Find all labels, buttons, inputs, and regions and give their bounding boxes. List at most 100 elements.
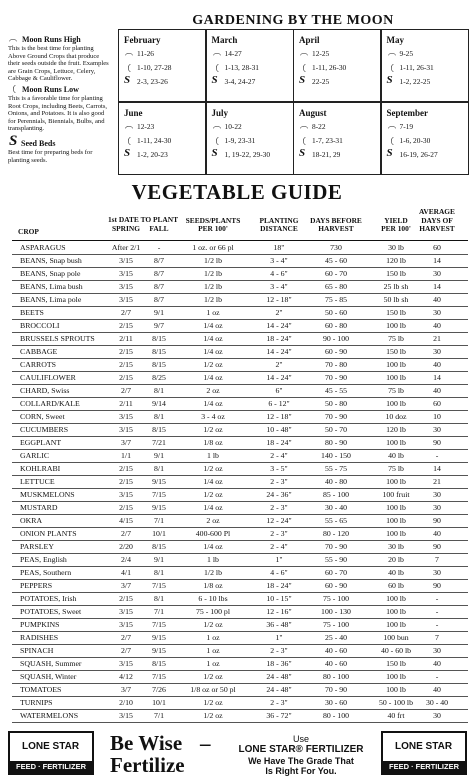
row-rule	[12, 722, 468, 723]
crop-value: 1/2 lb	[204, 256, 222, 265]
moon-high-dates: 12-25	[312, 49, 330, 58]
crop-name: COLLARD/KALE	[20, 399, 80, 408]
crop-value: 3/7	[121, 438, 131, 447]
legend-text: This is a favorable time for planting Ro…	[8, 95, 108, 133]
row-rule	[12, 488, 468, 489]
crop-value: 2 oz	[206, 386, 220, 395]
crop-name: MUSTARD	[20, 503, 58, 512]
crop-value: 9/1	[154, 451, 164, 460]
crop-value: 150 lb	[386, 308, 406, 317]
crop-value: 4/1	[121, 568, 131, 577]
crop-value: 1/2 oz	[203, 620, 223, 629]
crop-name: ASPARAGUS	[20, 243, 66, 252]
crop-value: 8/7	[154, 282, 164, 291]
moon-high-icon	[125, 125, 133, 129]
seed-symbol: S	[211, 74, 218, 86]
moon-high-dates: 8-22	[312, 121, 326, 131]
crop-value: 1 oz. or 66 pl	[192, 243, 234, 252]
crop-value: 60 - 90	[324, 347, 348, 356]
seed-dates: 1-2, 22-25	[399, 77, 431, 86]
crop-value: 100 lb	[386, 477, 406, 486]
moon-low-dates: 1-11, 26-31	[399, 63, 434, 72]
crop-value: 2/7	[121, 529, 131, 538]
crop-value: -	[435, 607, 439, 616]
crop-name: MUSKMELONS	[20, 490, 75, 499]
row-rule	[12, 605, 468, 606]
crop-value: 2/7	[121, 308, 131, 317]
crop-value: 3/15	[119, 711, 133, 720]
column-header: PER 100'	[381, 223, 411, 233]
crop-value: 14 - 24"	[266, 373, 292, 382]
crop-value: 60 lb	[388, 581, 404, 590]
crop-value: 40	[433, 685, 441, 694]
crop-value: 1/4 oz	[203, 542, 223, 551]
crop-name: BEANS, Lima bush	[20, 282, 83, 291]
crop-value: 100 lb	[386, 594, 406, 603]
crop-value: 50 - 80	[324, 399, 348, 408]
crop-name: GARLIC	[20, 451, 50, 460]
crop-value: 7/1	[154, 711, 164, 720]
seed-dates: 1-2, 20-23	[137, 149, 168, 159]
crop-value: 50 - 60	[324, 308, 348, 317]
column-header: 1st DATE TO PLANT	[107, 215, 179, 224]
seed-symbol: S	[211, 146, 218, 159]
crop-name: OKRA	[20, 516, 43, 525]
crop-value: 8/7	[154, 269, 164, 278]
crop-value: 1/2 lb	[204, 282, 222, 291]
crop-name: BRUSSELS SPROUTS	[20, 334, 95, 343]
crop-name: CABBAGE	[20, 347, 58, 356]
moon-low-icon	[215, 136, 219, 145]
crop-value: 18 - 24"	[266, 438, 292, 447]
moon-low-icon	[13, 85, 16, 93]
crop-value: 1/2 oz	[203, 698, 223, 707]
seed-symbol: S	[386, 146, 393, 159]
crop-value: 55 - 90	[324, 555, 348, 564]
crop-name: POTATOES, Sweet	[20, 607, 82, 616]
crop-value: 100 - 130	[321, 607, 351, 616]
crop-value: 24 - 36"	[266, 490, 292, 499]
crop-value: 1/4 oz	[203, 477, 223, 486]
slogan: Be Wise	[110, 731, 183, 755]
crop-value: 120 lb	[386, 425, 406, 434]
crop-value: 30	[433, 503, 441, 512]
month-name: March	[211, 35, 238, 45]
row-rule	[12, 592, 468, 593]
moon-low-dates: 1-13, 28-31	[224, 63, 260, 72]
crop-value: 150 lb	[386, 269, 406, 278]
crop-value: 2/15	[119, 373, 133, 382]
crop-value: 9/14	[152, 399, 166, 408]
crop-value: 100 lb	[386, 529, 406, 538]
legend-title: Seed Beds	[21, 139, 56, 148]
crop-value: 8/15	[152, 425, 166, 434]
moon-low-icon	[215, 64, 219, 72]
crop-value: 2/7	[121, 386, 131, 395]
crop-value: 8/1	[154, 386, 164, 395]
crop-value: 25 lb sh	[383, 282, 409, 291]
column-header: YIELD	[384, 215, 408, 225]
row-rule	[12, 371, 468, 372]
column-header: PER 100'	[198, 223, 228, 233]
row-rule	[12, 696, 468, 697]
month-name: May	[386, 35, 405, 45]
seed-symbol: S	[386, 74, 393, 86]
slogan-dash: –	[200, 731, 211, 755]
crop-value: 65 - 80	[324, 282, 348, 291]
crop-value: 1/2 oz	[203, 672, 223, 681]
crop-name: CHARD, Swiss	[20, 386, 70, 395]
logo-text: FEED · FERTILIZER	[10, 761, 92, 773]
crop-value: 40 lb	[388, 568, 404, 577]
crop-value: 2"	[275, 360, 283, 369]
moon-high-icon	[300, 125, 308, 129]
column-header: SEEDS/PLANTS	[185, 215, 241, 225]
moon-high-dates: 7-19	[399, 121, 414, 131]
moon-high-dates: 11-26	[137, 49, 154, 58]
crop-value: 60 - 70	[324, 269, 348, 278]
crop-value: 1/2 lb	[204, 295, 222, 304]
crop-value: 30 lb	[388, 243, 404, 252]
crop-value: 9/7	[154, 321, 164, 330]
crop-value: 8/1	[154, 412, 164, 421]
crop-value: 70 - 90	[324, 373, 348, 382]
crop-value: 50 lb sh	[383, 295, 409, 304]
crop-value: 18"	[273, 243, 285, 252]
crop-value: 2/15	[119, 594, 133, 603]
